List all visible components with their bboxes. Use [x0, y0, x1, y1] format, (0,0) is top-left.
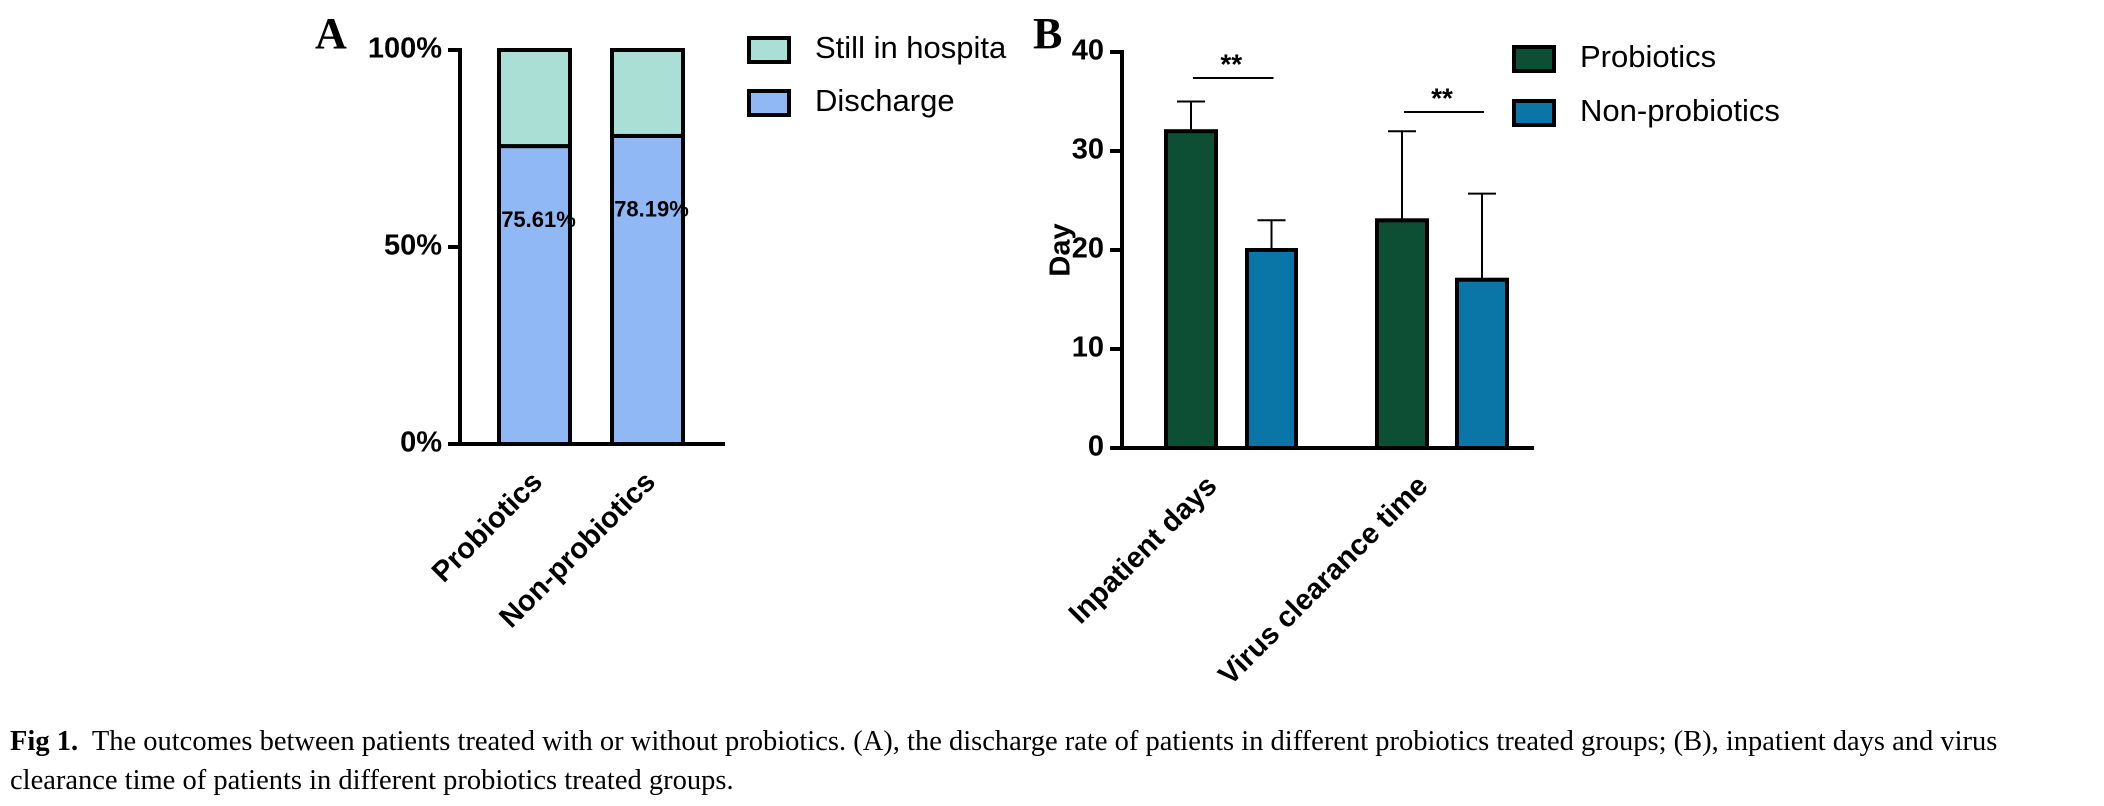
legend-swatch [747, 36, 791, 64]
x-tick-label: Probiotics [426, 466, 549, 589]
bar-segment [497, 48, 572, 149]
legend-label: Probiotics [1580, 39, 1716, 74]
x-tick-label: Virus clearance time [1213, 470, 1435, 692]
legend-label: Non-probiotics [1580, 93, 1780, 128]
caption-label: Fig 1. [10, 726, 79, 757]
legend-label: Still in hospita [815, 30, 1007, 65]
panel-label: A [315, 9, 347, 58]
bar [1455, 277, 1509, 451]
legend-swatch [747, 89, 791, 117]
y-tick-label: 10 [1072, 332, 1104, 364]
bar [1164, 129, 1218, 450]
legend-swatch [1512, 99, 1556, 127]
bar [1245, 248, 1298, 450]
legend-swatch [1512, 45, 1556, 73]
significance-label: ** [1220, 48, 1242, 79]
y-tick-label: 40 [1072, 35, 1104, 67]
y-tick-label: 0 [1088, 431, 1104, 463]
bar-segment [497, 144, 572, 447]
y-tick-label: 50% [384, 230, 442, 262]
y-tick-label: 0% [400, 427, 442, 459]
figure: A 0% 50% 100% 75.61% Probiotics 78.19% Non-prob… [315, 9, 1780, 692]
bar [1375, 218, 1429, 450]
caption: Fig 1. The outcomes between patients tre… [10, 722, 2095, 800]
significance-label: ** [1431, 82, 1453, 113]
bar-segment [610, 133, 685, 446]
panel-label: B [1033, 9, 1062, 58]
value-label: 78.19% [614, 197, 689, 222]
legend-label: Discharge [815, 83, 955, 118]
y-tick-label: 30 [1072, 134, 1104, 166]
y-tick-label: 100% [368, 33, 442, 65]
value-label: 75.61% [501, 207, 576, 232]
x-tick-label: Inpatient days [1063, 470, 1224, 631]
bar-segment [610, 48, 685, 138]
y-axis-label: Day [1045, 223, 1077, 276]
caption-text: The outcomes between patients treated wi… [10, 726, 1998, 796]
y-tick-label: 20 [1072, 233, 1104, 265]
